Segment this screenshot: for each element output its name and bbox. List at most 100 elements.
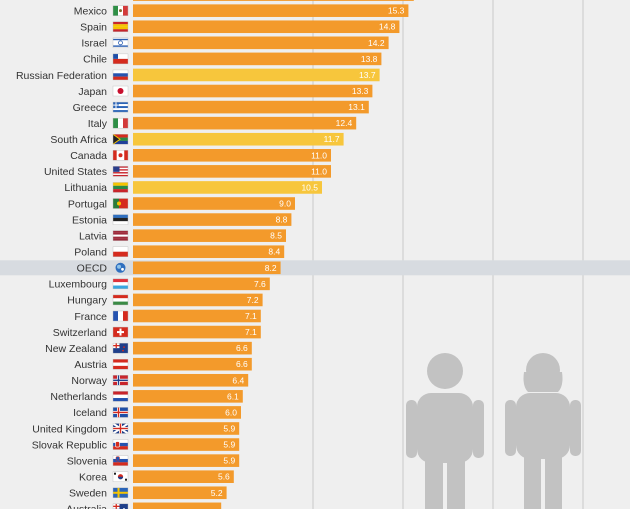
category-label-new-zealand: New Zealand — [45, 343, 107, 355]
flag-icon-slovenia — [112, 455, 129, 466]
flag-icon-new-zealand — [112, 342, 129, 354]
bar-chile — [133, 52, 382, 66]
category-label-south-africa: South Africa — [50, 134, 107, 146]
people-illustration — [406, 353, 581, 509]
flag-icon-latvia — [112, 230, 129, 241]
category-label-austria: Austria — [74, 359, 107, 371]
value-label-italy: 12.4 — [336, 118, 353, 128]
bar-united-states — [133, 165, 331, 178]
bar-row-norway: 6.4 Norway — [71, 373, 249, 387]
value-label-portugal: 9.0 — [279, 199, 291, 209]
bar-row-top-partial — [133, 0, 414, 1]
value-label-slovak-republic: 5.9 — [223, 440, 235, 450]
category-label-lithuania: Lithuania — [64, 182, 107, 194]
bar-row-korea: 5.6 Korea — [79, 470, 234, 484]
value-label-south-africa: 11.7 — [324, 134, 340, 144]
bar-switzerland — [133, 325, 261, 339]
bar-row-japan: 13.3 Japan — [78, 84, 373, 98]
bar-south-africa — [133, 132, 344, 146]
value-label-poland: 8.4 — [268, 247, 280, 257]
value-label-estonia: 8.8 — [276, 215, 288, 225]
bar-row-netherlands: 6.1 Netherlands — [50, 390, 243, 403]
bar-row-chile: 13.8 Chile — [83, 52, 382, 66]
bar-luxembourg — [133, 277, 270, 291]
bar-korea — [133, 470, 234, 483]
bar-slovenia — [133, 454, 240, 467]
flag-icon-lithuania — [112, 182, 129, 193]
flag-icon-austria — [112, 359, 129, 370]
value-label-oecd: 8.2 — [265, 263, 277, 273]
bar-lithuania — [133, 181, 322, 194]
bar-italy — [133, 116, 357, 130]
bar-canada — [133, 149, 331, 162]
value-label-austria: 6.6 — [236, 359, 248, 369]
bar-row-sweden: 5.2 Sweden — [69, 486, 227, 500]
value-label-canada: 11.0 — [311, 150, 327, 160]
category-label-israel: Israel — [81, 38, 107, 50]
value-label-new-zealand: 6.6 — [236, 343, 248, 353]
value-label-greece: 13.1 — [348, 102, 365, 112]
value-label-norway: 6.4 — [232, 375, 244, 385]
bar-new-zealand — [133, 341, 252, 355]
category-label-iceland: Iceland — [73, 407, 107, 419]
bar-portugal — [133, 197, 295, 210]
man-icon — [406, 353, 484, 509]
flag-icon-israel — [112, 37, 129, 49]
flag-icon-hungary — [112, 294, 129, 306]
category-label-luxembourg: Luxembourg — [49, 279, 108, 291]
bar-australia — [133, 502, 222, 509]
flag-icon-japan — [112, 85, 129, 97]
bar-row-united-kingdom: 5.9 United Kingdom — [32, 422, 240, 435]
value-label-france: 7.1 — [245, 311, 257, 321]
value-label-sweden: 5.2 — [211, 488, 223, 498]
category-label-japan: Japan — [78, 86, 107, 98]
flag-icon-spain — [112, 21, 129, 32]
category-label-oecd: OECD — [77, 263, 108, 275]
bar-poland — [133, 245, 285, 259]
flag-icon-france — [112, 310, 129, 322]
bar-row-slovenia: 5.9 Slovenia — [67, 454, 240, 467]
bar-row-lithuania: 10.5 Lithuania — [64, 181, 322, 194]
value-label-japan: 13.3 — [352, 86, 369, 96]
value-label-latvia: 8.5 — [270, 231, 282, 241]
flag-icon-estonia — [112, 214, 129, 225]
bar-iceland — [133, 406, 241, 419]
bar-row-israel: 14.2 Israel — [81, 36, 389, 50]
bar-row-south-africa: 11.7 South Africa — [50, 132, 344, 146]
bar-row-iceland: 6.0 Iceland — [73, 406, 241, 419]
value-label-switzerland: 7.1 — [245, 327, 257, 337]
bar-row-united-states: 11.0 United States — [44, 165, 331, 178]
flag-icon-australia — [112, 503, 129, 509]
value-label-lithuania: 10.5 — [301, 182, 318, 192]
bar-greece — [133, 100, 369, 114]
category-label-latvia: Latvia — [79, 230, 107, 242]
category-label-spain: Spain — [80, 22, 107, 34]
category-label-switzerland: Switzerland — [53, 327, 107, 339]
category-label-greece: Greece — [73, 102, 108, 114]
bar-row-russian-federation: 13.7 Russian Federation — [16, 68, 380, 82]
bar-israel — [133, 36, 389, 50]
flag-icon-sweden — [112, 487, 129, 498]
category-label-chile: Chile — [83, 54, 107, 66]
flag-icon-korea — [112, 471, 129, 482]
value-label-russian-federation: 13.7 — [359, 70, 376, 80]
bar-row-switzerland: 7.1 Switzerland — [53, 325, 261, 339]
value-label-luxembourg: 7.6 — [254, 279, 266, 289]
bar-row-austria: 6.6 Austria — [74, 357, 252, 371]
bar-latvia — [133, 229, 286, 242]
bar-spain — [133, 20, 400, 34]
bar-row-estonia: 8.8 Estonia — [72, 213, 292, 226]
bar-row-greece: 13.1 Greece — [73, 100, 369, 114]
bar-row-australia: Australia — [66, 502, 222, 509]
bar-row-hungary: 7.2 Hungary — [67, 293, 263, 307]
flag-icon-netherlands — [112, 391, 129, 402]
bar-row-poland: 8.4 Poland — [74, 245, 285, 259]
bar-row-luxembourg: 7.6 Luxembourg — [49, 277, 270, 291]
value-label-spain: 14.8 — [379, 22, 396, 32]
oecd-logo-icon — [115, 262, 126, 273]
flag-icon-switzerland — [112, 326, 129, 338]
value-label-chile: 13.8 — [361, 54, 378, 64]
woman-icon — [505, 353, 581, 509]
flag-icon-portugal — [112, 198, 129, 209]
bar-row-oecd: 8.2 OECD — [77, 261, 281, 275]
